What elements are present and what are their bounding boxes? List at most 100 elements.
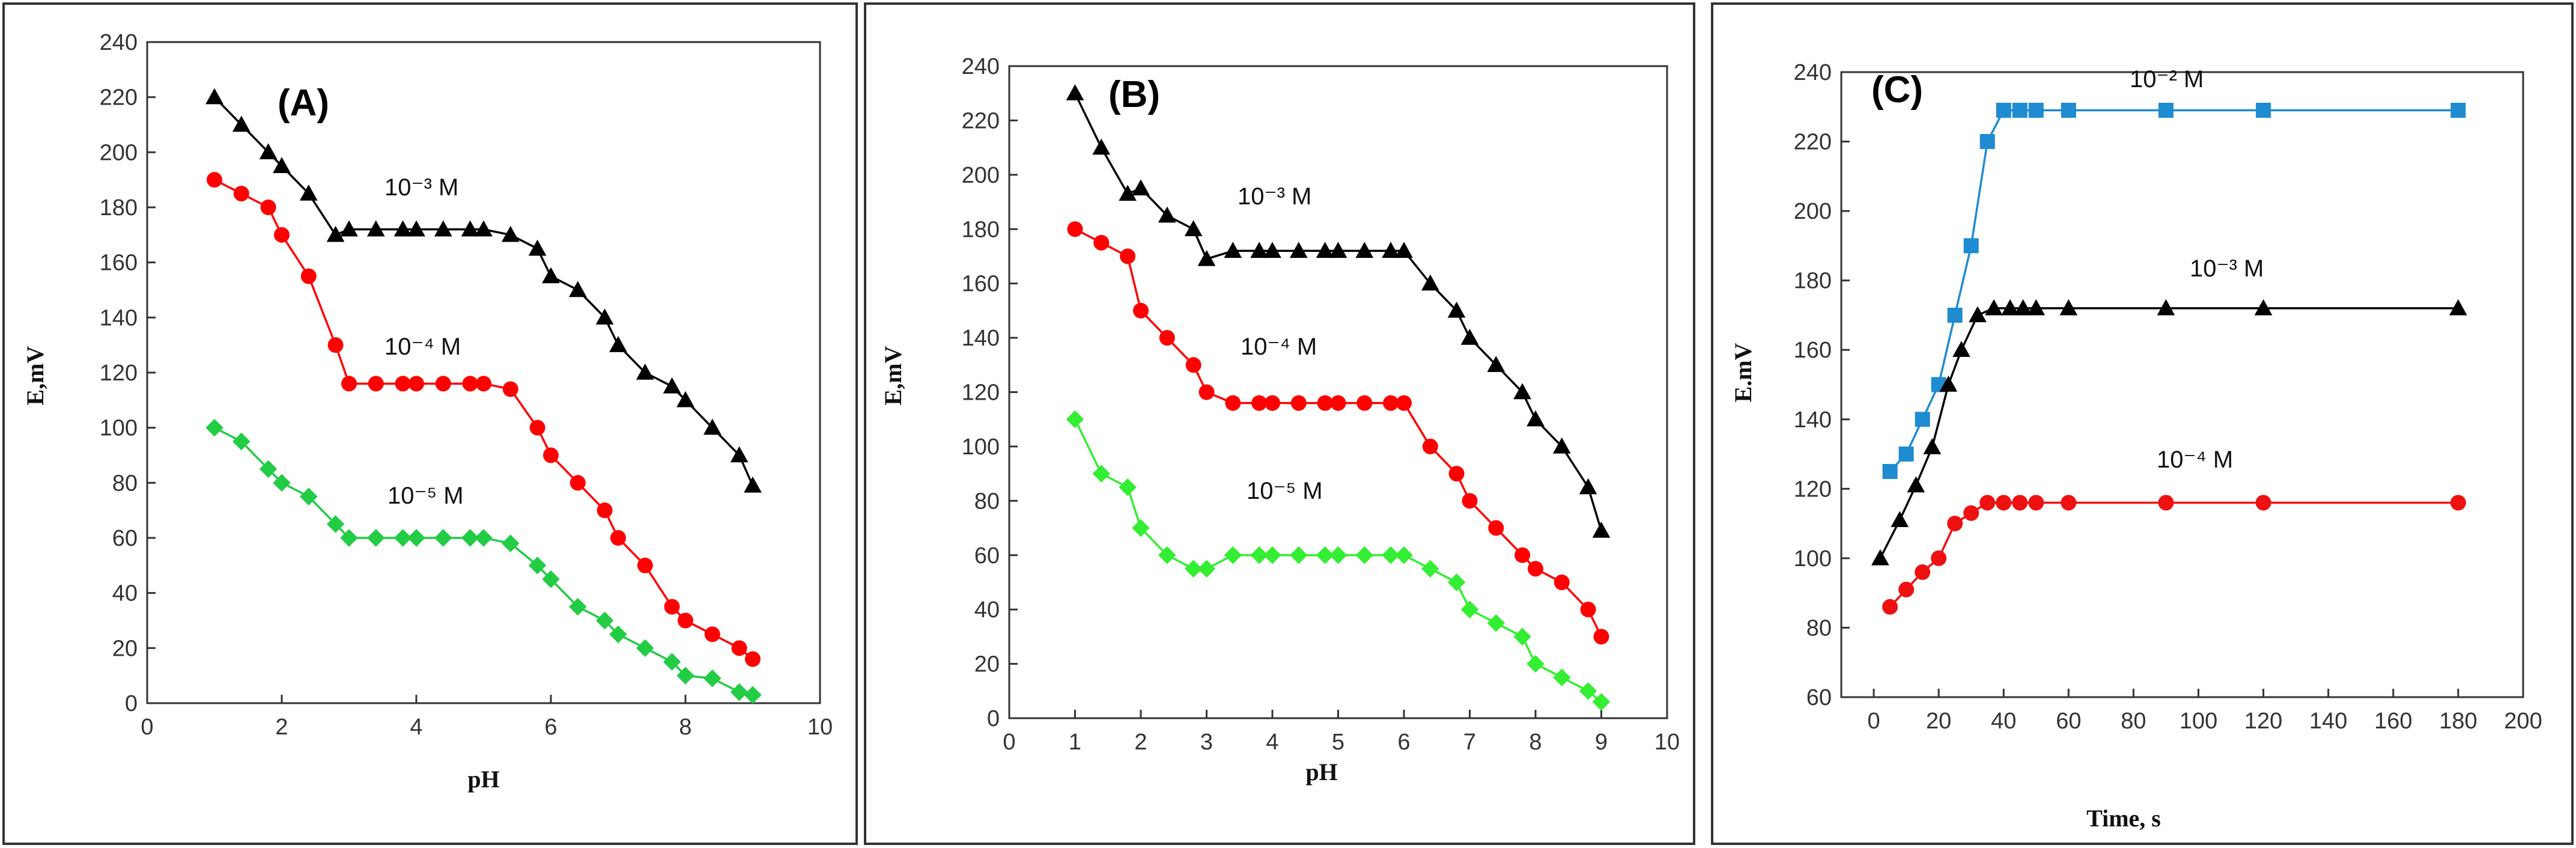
panel-c-series-2-point: [2014, 299, 2032, 316]
panel-c-ytick-label: 60: [1806, 685, 1832, 710]
panel-a-ytick-label: 80: [112, 471, 138, 496]
panel-a-series-1-point: [366, 220, 385, 237]
panel-b-series-3-point: [1197, 560, 1216, 578]
panel-c-series-3-point: [1882, 599, 1898, 615]
panel-a-series-3-point: [730, 683, 749, 701]
panel-a-ylabel: E,mV: [22, 346, 49, 405]
panel-c-xtick-label: 140: [2309, 709, 2347, 734]
panel-b-series-1-point: [1066, 84, 1084, 100]
panel-a-series-3-point: [300, 487, 318, 505]
panel-c-xtick-label: 80: [2121, 709, 2146, 734]
panel-b-series-1-point: [1421, 274, 1439, 291]
panel-b-series-2-point: [1528, 561, 1543, 577]
panel-c-series-3-point: [2255, 495, 2271, 511]
panel-c-xtick-label: 100: [2180, 709, 2217, 734]
panel-b-series-2-point: [1120, 248, 1136, 264]
panel-a-series-2-point: [745, 651, 761, 667]
panel-b-ytick-label: 0: [987, 706, 1000, 731]
panel-a-series-1-point: [528, 239, 547, 256]
panel-a-series-2-point: [233, 186, 249, 202]
panel-a-series-3-point: [595, 611, 614, 630]
panel-a-series-3-point: [340, 529, 358, 547]
panel-b-series-3-point: [1526, 654, 1545, 673]
panel-a-series-1-point: [744, 476, 762, 493]
panel-b-series-1-point: [1355, 242, 1374, 258]
panel-a-ytick-label: 100: [100, 416, 138, 441]
panel-c-series-2-point: [2449, 299, 2467, 316]
panel-a-series-label-3: 10⁻⁵ M: [387, 483, 464, 509]
panel-b-series-2-point: [1593, 629, 1609, 645]
panel-b-xlabel: pH: [1305, 758, 1337, 785]
panel-b-xtick-label: 3: [1200, 730, 1213, 755]
panel-b-series-2-point: [1198, 384, 1215, 400]
panel-a-series-1-point: [609, 336, 627, 352]
panel-c-series-3-point: [1931, 550, 1947, 566]
panel-c-series-3-point: [2028, 495, 2044, 511]
panel-a-series-1-point: [393, 220, 412, 237]
panel-b-series: [1066, 84, 1611, 711]
panel-c-series-3-point: [1947, 516, 1963, 532]
panel-b-series-3-point: [1553, 668, 1571, 686]
panel-c-series-label-2: 10⁻³ M: [2190, 255, 2264, 282]
panel-a-series-2-point: [637, 557, 653, 573]
panel-b-xtick-label: 2: [1134, 730, 1147, 755]
panel-b-ytick-label: 180: [962, 217, 1000, 242]
panel-b-series-label-3: 10⁻⁵ M: [1247, 478, 1323, 504]
panel-b-series-2-point: [1422, 438, 1438, 454]
panel-a-series-2-point: [368, 376, 384, 392]
panel-a-series-3-point: [393, 529, 412, 547]
panel-b-ytick-label: 60: [974, 543, 1000, 569]
panel-b-series-2-point: [1514, 547, 1531, 563]
panel-c-xtick-label: 20: [1926, 709, 1951, 734]
panel-b-series-2-point: [1554, 574, 1570, 590]
panel-c-series-label-1: 10⁻² M: [2130, 66, 2204, 93]
panel-b-series-3-point: [1158, 546, 1176, 564]
panel-a-series-3-point: [542, 570, 560, 588]
panel-b-series-2-point: [1067, 221, 1083, 237]
panel-b-series-3-point: [1329, 546, 1347, 564]
panel-b-series-1-point: [1460, 329, 1479, 345]
panel-c-ytick-label: 100: [1794, 546, 1832, 572]
panel-b-label: (B): [1108, 74, 1160, 115]
panel-c-xtick-label: 40: [1991, 709, 2016, 734]
panel-c-series-3-point: [1915, 564, 1931, 580]
panel-a-series-1-point: [299, 185, 318, 201]
panel-a-series-3-point: [609, 625, 627, 644]
panel-a-series-2-point: [731, 640, 747, 656]
panel-c-xtick-label: 180: [2439, 709, 2477, 734]
panel-b-series-2-point: [1185, 357, 1201, 373]
panel-b-series-2-point: [1251, 395, 1268, 411]
panel-a-series-3-point: [205, 418, 223, 437]
panel-c-ytick-label: 220: [1794, 130, 1832, 155]
panel-c-axes: [1840, 71, 2524, 698]
panel-b-series-1-point: [1197, 249, 1216, 266]
panel-c-ticks: 0 20 40 60 80 100 120 140 160 180 200 60 80 100 120 140…: [1794, 60, 2542, 734]
panel-c-xtick-label: 160: [2374, 709, 2412, 734]
panel-a-series-2-point: [664, 599, 680, 615]
panel-b-series-label-2: 10⁻⁴ M: [1241, 334, 1317, 360]
panel-b-series-1-point: [1263, 242, 1281, 258]
panel-b-series-3-point: [1184, 560, 1203, 578]
panel-b-series-3-point: [1579, 682, 1597, 700]
panel-b-series-1-point: [1184, 220, 1203, 236]
panel-b-series-3-point: [1421, 560, 1439, 578]
panel-b-series-label-1: 10⁻³ M: [1238, 183, 1311, 210]
panel-b-series-3-point: [1592, 693, 1611, 711]
panel-a-series-3-point: [703, 670, 721, 688]
panel-b-series-1-point: [1250, 242, 1268, 258]
panel-a-series-3-point: [528, 557, 547, 575]
panel-b: 0 1 2 3 4 5 6 7 8 9 100204060801001201401601802002…: [879, 54, 1680, 785]
panel-b-ytick-label: 80: [974, 489, 1000, 514]
panel-a-series-1-point: [595, 308, 614, 325]
panel-a-series: [205, 88, 762, 704]
panel-c-series-3-point: [2012, 495, 2028, 511]
panel-a-series-3-point: [367, 529, 385, 547]
panel-a-series-1-point: [259, 143, 278, 160]
panel-a-label: (A): [278, 82, 329, 124]
panel-a-series-2-point: [610, 530, 626, 546]
panel-c-series-1-point: [2012, 103, 2028, 118]
panel-b-series-3-point: [1447, 573, 1466, 591]
panel-a-series-3-point: [663, 653, 681, 671]
panel-c-series-3-point: [1996, 495, 2012, 511]
panel-b-series-2-point: [1133, 302, 1149, 319]
